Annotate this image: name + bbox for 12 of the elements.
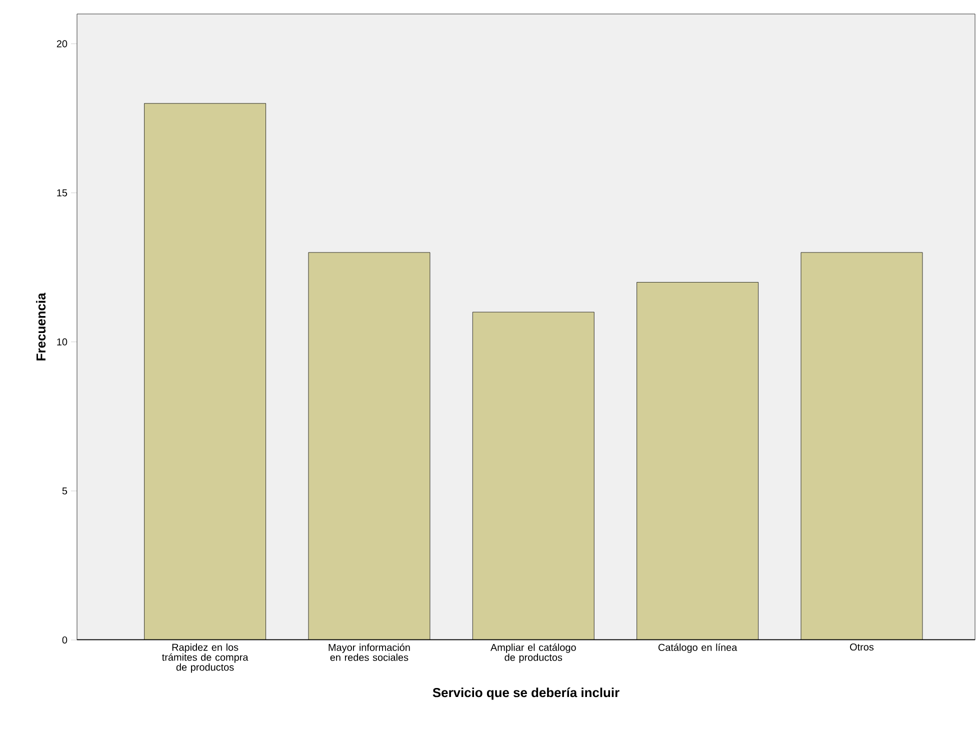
x-tick-label: Catálogo en línea <box>658 643 738 653</box>
y-tick-label: 5 <box>62 487 68 494</box>
y-tick-label: 0 <box>62 636 68 644</box>
x-tick-label: Ampliar el catálogo de productos <box>490 643 576 663</box>
x-tick-label: Rapidez en los trámites de compra de productos <box>162 644 248 673</box>
x-tick-label: Mayor información en redes sociales <box>328 643 410 661</box>
y-tick-label: 20 <box>56 40 68 48</box>
x-axis-title: Servicio que se debería incluir <box>432 688 620 700</box>
y-axis-title: Frecuencia <box>36 292 46 360</box>
x-tick-label: Otros <box>850 644 874 651</box>
y-tick-label: 15 <box>57 189 68 196</box>
y-tick-label: 10 <box>57 338 68 346</box>
